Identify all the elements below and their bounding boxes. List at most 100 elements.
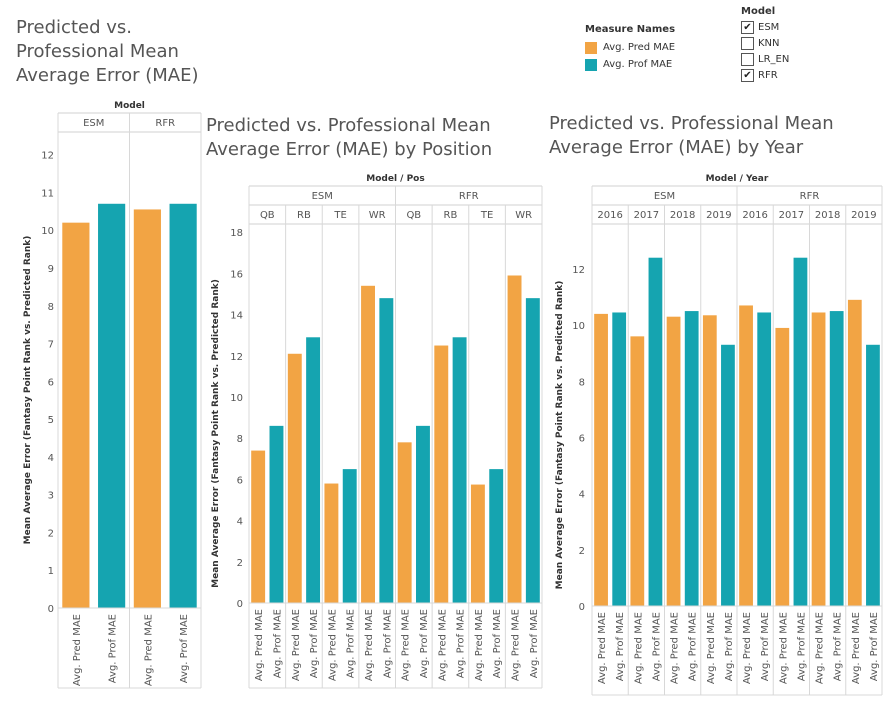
y-tick-label: 4	[237, 517, 243, 528]
bar-pred	[666, 316, 681, 606]
bar-pred	[811, 312, 826, 606]
bar-pred	[62, 222, 90, 608]
filter-option-lr-en[interactable]: LR_EN	[741, 51, 789, 67]
bar-pred	[775, 327, 790, 606]
y-tick-label: 4	[48, 453, 54, 464]
y-tick-label: 6	[579, 433, 585, 444]
bar-prof	[269, 425, 284, 603]
x-measure-label: Avg. Prof MAE	[272, 609, 283, 678]
group-header-label: ESM	[83, 118, 104, 129]
y-axis-label: Mean Average Error (Fantasy Point Rank v…	[211, 279, 221, 588]
group-header-label: 2018	[815, 210, 840, 221]
bar-pred	[133, 209, 161, 608]
bar-pred	[287, 353, 302, 603]
x-measure-label: Avg. Pred MAE	[364, 609, 375, 681]
x-measure-label: Avg. Prof MAE	[869, 612, 880, 681]
x-measure-label: Avg. Pred MAE	[815, 612, 826, 684]
group-header-label: RB	[444, 210, 458, 221]
y-tick-label: 10	[230, 393, 243, 404]
bar-prof	[342, 469, 357, 603]
legend-label-pred: Avg. Pred MAE	[603, 42, 676, 53]
group-header-label: 2019	[706, 210, 731, 221]
bar-pred	[361, 285, 375, 603]
x-measure-label: Avg. Prof MAE	[179, 614, 190, 683]
bar-prof	[612, 312, 627, 606]
group-header-label: 2018	[670, 210, 695, 221]
chart-header-label: Model / Pos	[366, 174, 424, 184]
bar-prof	[489, 469, 504, 603]
bar-prof	[306, 337, 321, 603]
year-chart-title: Predicted vs. Professional Mean Average …	[549, 113, 834, 158]
outer-group-label: ESM	[654, 191, 675, 202]
bar-prof	[866, 344, 880, 606]
group-header-label: RB	[297, 210, 311, 221]
x-measure-label: Avg. Pred MAE	[597, 612, 608, 684]
x-measure-label: Avg. Pred MAE	[401, 609, 412, 681]
bar-prof	[648, 257, 663, 606]
bar-prof	[684, 311, 699, 606]
checkbox-rfr[interactable]: ✔	[741, 68, 754, 82]
y-tick-label: 10	[41, 226, 54, 237]
x-measure-label: Avg. Prof MAE	[346, 609, 357, 678]
group-header-label: WR	[515, 210, 532, 221]
checkbox-knn[interactable]	[741, 36, 754, 50]
legend-swatch-pred	[585, 41, 597, 54]
bar-pred	[507, 275, 522, 603]
filter-label-rfr: RFR	[758, 69, 778, 81]
bar-pred	[702, 315, 717, 606]
x-measure-label: Avg. Pred MAE	[511, 609, 522, 681]
y-tick-label: 10	[572, 321, 585, 332]
group-header-label: TE	[480, 210, 493, 221]
x-measure-label: Avg. Prof MAE	[796, 612, 807, 681]
x-measure-label: Avg. Pred MAE	[72, 614, 83, 686]
filter-option-knn[interactable]: KNN	[741, 35, 789, 51]
bar-prof	[757, 312, 772, 606]
y-tick-label: 11	[41, 188, 54, 199]
x-measure-label: Avg. Prof MAE	[651, 612, 662, 681]
x-measure-label: Avg. Pred MAE	[474, 609, 485, 681]
bar-pred	[847, 299, 862, 606]
y-tick-label: 0	[579, 602, 585, 613]
x-measure-label: Avg. Prof MAE	[382, 609, 393, 678]
filter-label-esm: ESM	[758, 21, 780, 33]
legend-swatch-prof	[585, 58, 597, 71]
filter-title: Model	[741, 6, 776, 17]
filter-option-rfr[interactable]: ✔ RFR	[741, 67, 789, 83]
bar-prof	[452, 337, 467, 603]
x-measure-label: Avg. Prof MAE	[108, 614, 119, 683]
bar-prof	[416, 425, 430, 603]
x-measure-label: Avg. Pred MAE	[742, 612, 753, 684]
legend-item-prof[interactable]: Avg. Prof MAE	[585, 56, 675, 73]
filter-option-esm[interactable]: ✔ ESM	[741, 19, 789, 35]
group-header-label: 2019	[851, 210, 876, 221]
group-header-label: RFR	[155, 118, 175, 129]
checkbox-lr-en[interactable]	[741, 52, 754, 66]
x-measure-label: Avg. Pred MAE	[778, 612, 789, 684]
x-measure-label: Avg. Prof MAE	[833, 612, 844, 681]
y-tick-label: 12	[41, 151, 54, 162]
y-tick-label: 12	[230, 352, 243, 363]
y-tick-label: 5	[48, 415, 54, 426]
x-measure-label: Avg. Prof MAE	[419, 609, 430, 678]
bar-pred	[739, 305, 753, 606]
model-filter: Model ✔ ESM KNN LR_EN ✔ RFR	[741, 6, 789, 83]
legend-item-pred[interactable]: Avg. Pred MAE	[585, 39, 675, 56]
y-tick-label: 8	[48, 302, 54, 313]
group-header-label: 2016	[597, 210, 622, 221]
bar-pred	[630, 336, 645, 606]
x-measure-label: Avg. Prof MAE	[309, 609, 320, 678]
y-tick-label: 2	[237, 558, 243, 569]
x-measure-label: Avg. Pred MAE	[291, 609, 302, 681]
y-tick-label: 6	[237, 475, 243, 486]
checkbox-esm[interactable]: ✔	[741, 20, 754, 34]
position-chart-title: Predicted vs. Professional Mean Average …	[206, 115, 493, 160]
y-tick-label: 6	[48, 377, 54, 388]
y-tick-label: 8	[237, 434, 243, 445]
chart-header-label: Model	[114, 101, 145, 111]
legend-title: Measure Names	[585, 24, 676, 35]
group-header-label: 2016	[742, 210, 767, 221]
x-measure-label: Avg. Prof MAE	[492, 609, 503, 678]
bar-prof	[721, 344, 735, 606]
bar-prof	[793, 257, 808, 606]
